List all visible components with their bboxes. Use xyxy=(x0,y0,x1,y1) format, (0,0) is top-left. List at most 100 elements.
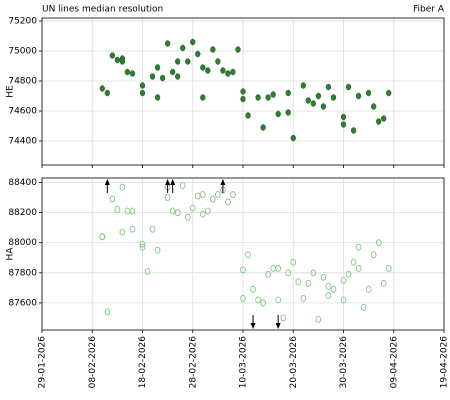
data-point xyxy=(114,56,121,64)
y-axis-label: HE xyxy=(6,85,16,98)
data-point xyxy=(170,68,176,76)
y-tick-label: 74800 xyxy=(8,77,37,87)
data-point xyxy=(129,225,136,233)
data-point xyxy=(255,296,261,304)
y-tick-label: 87800 xyxy=(8,268,37,278)
data-point xyxy=(305,279,312,287)
y-tick-label: 88400 xyxy=(8,178,37,188)
data-point xyxy=(340,296,347,304)
offscale-arrowhead xyxy=(170,179,176,185)
data-point xyxy=(159,74,166,82)
data-point xyxy=(285,109,291,116)
data-point xyxy=(149,73,156,80)
offscale-arrowhead xyxy=(165,179,171,185)
data-point xyxy=(315,316,322,323)
data-point xyxy=(114,206,121,214)
data-point xyxy=(109,52,115,59)
data-point xyxy=(129,70,136,77)
data-point xyxy=(325,282,332,290)
data-point xyxy=(295,278,302,286)
chart-title: UN lines median resolution xyxy=(42,5,163,15)
data-point xyxy=(380,279,387,287)
data-point xyxy=(199,191,206,199)
data-point xyxy=(190,38,196,46)
data-point xyxy=(139,240,146,248)
data-point xyxy=(129,207,136,215)
data-point xyxy=(199,210,206,218)
data-point xyxy=(139,89,146,97)
data-point xyxy=(365,285,372,293)
offscale-arrowhead xyxy=(250,323,256,329)
data-point xyxy=(220,67,226,74)
data-point xyxy=(154,246,161,254)
data-point xyxy=(275,110,281,118)
data-point xyxy=(185,58,191,65)
x-tick-label: 29-01-2026 xyxy=(38,336,48,389)
offscale-arrowhead xyxy=(104,179,110,185)
data-point xyxy=(340,113,347,121)
data-point xyxy=(164,194,171,202)
data-point xyxy=(310,269,317,277)
data-point xyxy=(99,85,105,92)
x-tick-label: 10-03-2026 xyxy=(239,336,249,389)
data-point xyxy=(235,46,241,53)
data-point xyxy=(139,243,146,251)
data-point xyxy=(124,207,131,215)
data-point xyxy=(355,92,362,100)
data-point xyxy=(164,40,171,47)
data-point xyxy=(290,134,296,142)
y-axis-label: HA xyxy=(6,247,16,261)
data-point xyxy=(250,285,256,293)
data-point xyxy=(240,294,246,302)
data-point xyxy=(210,46,216,53)
data-point xyxy=(189,204,196,212)
x-tick-label: 08-02-2026 xyxy=(88,336,98,389)
data-point xyxy=(260,124,266,131)
data-point xyxy=(99,233,106,241)
data-point xyxy=(104,89,110,97)
data-point xyxy=(300,294,307,302)
data-point xyxy=(300,82,306,89)
data-point xyxy=(154,64,161,71)
data-point xyxy=(200,64,206,71)
data-point xyxy=(240,266,246,274)
data-point xyxy=(340,276,347,284)
data-point xyxy=(310,100,317,107)
y-tick-label: 88000 xyxy=(8,238,37,248)
data-point xyxy=(285,269,292,277)
data-point xyxy=(320,103,327,110)
y-tick-label: 74600 xyxy=(8,107,37,117)
data-point xyxy=(386,89,392,97)
data-point xyxy=(285,89,291,97)
x-tick-label: 30-03-2026 xyxy=(339,336,349,389)
data-point xyxy=(330,94,337,101)
data-point xyxy=(330,285,337,293)
data-point xyxy=(376,118,382,125)
data-point xyxy=(200,94,206,101)
plot-frame xyxy=(41,17,445,166)
data-point xyxy=(265,94,271,101)
data-point xyxy=(345,270,352,278)
data-point xyxy=(230,68,236,76)
x-tick-label: 28-02-2026 xyxy=(188,336,198,389)
data-point xyxy=(195,50,201,58)
data-point xyxy=(139,82,146,89)
data-point xyxy=(375,239,382,247)
data-point xyxy=(270,264,277,272)
data-point xyxy=(360,303,367,311)
data-point xyxy=(290,258,297,266)
x-tick-label: 19-04-2026 xyxy=(440,336,450,389)
data-point xyxy=(265,270,271,278)
x-tick-label: 09-04-2026 xyxy=(389,336,399,389)
y-tick-label: 88200 xyxy=(8,208,37,218)
data-point xyxy=(355,243,362,251)
data-point xyxy=(325,83,332,91)
data-point xyxy=(204,207,211,215)
data-point xyxy=(320,273,327,281)
data-point xyxy=(270,91,276,98)
data-point xyxy=(315,92,322,100)
data-point xyxy=(230,191,236,199)
data-point xyxy=(225,70,231,77)
data-point xyxy=(184,213,191,221)
